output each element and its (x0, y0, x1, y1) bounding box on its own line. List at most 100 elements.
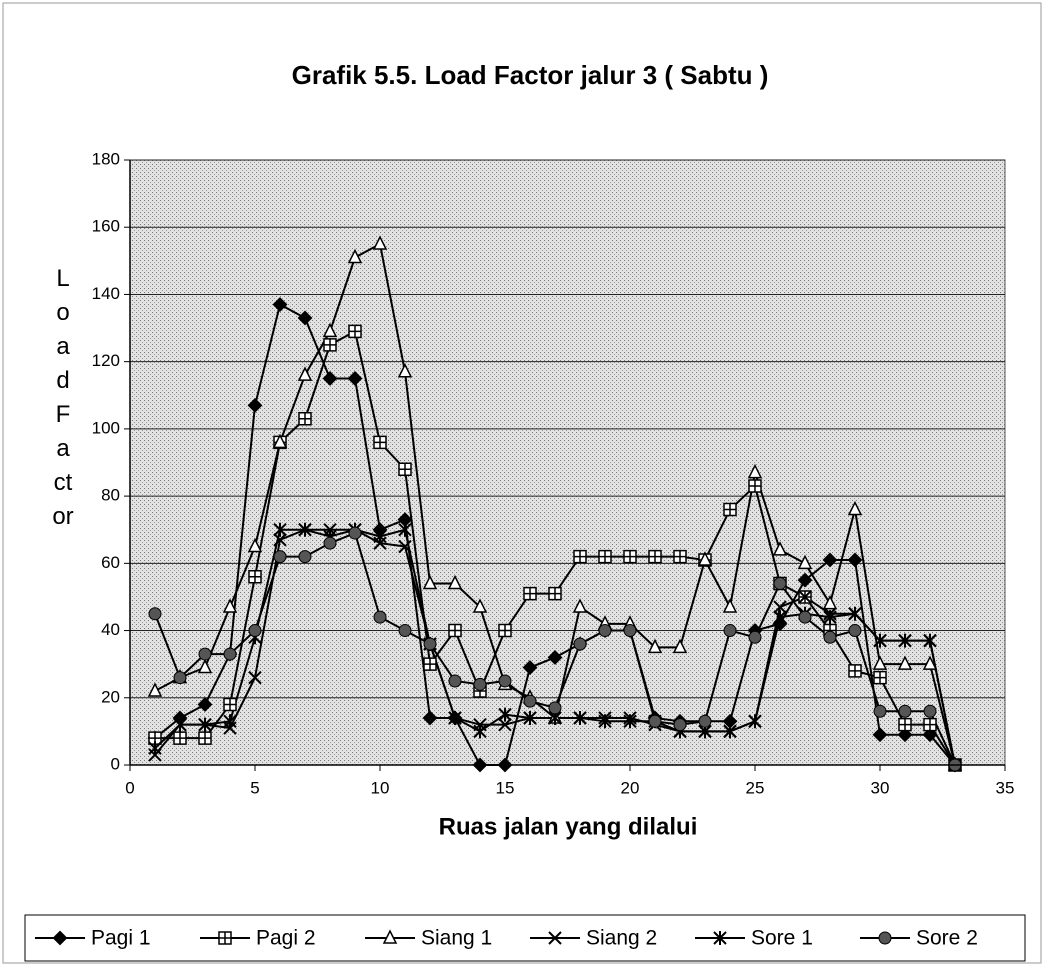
marker (922, 727, 938, 743)
marker (772, 541, 788, 556)
marker (448, 674, 462, 688)
marker (697, 551, 713, 566)
legend-marker (52, 930, 68, 946)
legend-marker (548, 931, 562, 945)
marker (798, 610, 812, 624)
chart-title: Grafik 5.5. Load Factor jalur 3 ( Sabtu … (292, 60, 769, 90)
marker (847, 500, 863, 516)
legend-label: Sore 1 (751, 927, 813, 950)
marker (522, 660, 538, 675)
marker (498, 623, 512, 638)
marker (898, 633, 912, 648)
marker (347, 248, 363, 264)
marker (197, 697, 213, 712)
marker (223, 647, 237, 661)
marker (448, 710, 462, 725)
x-tick-label: 15 (496, 778, 515, 797)
marker (173, 731, 187, 745)
x-tick-label: 5 (250, 778, 259, 797)
marker (897, 655, 913, 670)
y-tick-label: 100 (92, 418, 120, 437)
marker (173, 671, 187, 685)
marker (773, 600, 787, 614)
marker (498, 707, 512, 722)
legend-marker (713, 931, 727, 945)
x-tick-label: 30 (871, 778, 890, 797)
x-tick-label: 20 (621, 778, 640, 797)
marker (373, 529, 387, 544)
marker (848, 606, 862, 621)
marker (422, 574, 438, 590)
marker (873, 704, 887, 718)
marker (773, 577, 787, 590)
marker (197, 658, 213, 674)
marker (323, 536, 337, 550)
y-tick-label: 80 (101, 486, 120, 505)
marker (747, 463, 763, 479)
marker (322, 322, 338, 338)
marker (822, 594, 838, 610)
y-tick-label: 60 (101, 553, 120, 572)
marker (498, 717, 512, 732)
y-axis-label: Load Factor (52, 265, 74, 530)
marker (348, 526, 362, 540)
marker (422, 710, 438, 726)
marker (298, 412, 312, 426)
marker (623, 714, 637, 729)
marker (823, 610, 837, 625)
marker (273, 550, 287, 564)
marker (872, 727, 888, 743)
y-tick-label: 140 (92, 284, 120, 303)
marker (473, 724, 487, 739)
marker (147, 682, 163, 697)
marker (248, 570, 262, 584)
marker (523, 586, 537, 601)
y-tick-label: 0 (111, 754, 120, 773)
marker (572, 598, 588, 613)
legend-label: Sore 2 (916, 927, 978, 950)
legend-label: Pagi 2 (256, 927, 316, 950)
marker (723, 624, 737, 638)
marker (823, 630, 837, 644)
marker (648, 714, 662, 728)
marker (222, 598, 238, 613)
x-tick-label: 0 (125, 778, 134, 797)
marker (472, 598, 488, 613)
marker (848, 664, 862, 678)
marker (698, 714, 712, 728)
marker (723, 502, 737, 517)
marker (798, 590, 812, 604)
marker (523, 694, 537, 708)
marker (398, 522, 412, 537)
y-tick-label: 120 (92, 351, 120, 370)
marker (272, 433, 288, 449)
marker (873, 670, 887, 685)
marker (898, 717, 912, 732)
marker (348, 324, 362, 339)
marker (398, 539, 412, 554)
legend-label: Siang 2 (586, 927, 657, 950)
marker (923, 704, 937, 718)
marker (447, 574, 463, 590)
marker (448, 623, 462, 638)
marker (498, 674, 512, 688)
marker (748, 630, 762, 644)
legend-label: Siang 1 (421, 927, 492, 950)
marker (573, 710, 587, 725)
marker (872, 655, 888, 670)
marker (198, 717, 212, 732)
marker (273, 533, 287, 547)
marker (748, 714, 762, 729)
x-tick-label: 25 (746, 778, 765, 797)
marker (547, 650, 563, 665)
marker (648, 549, 662, 564)
marker (272, 297, 288, 312)
marker (347, 371, 363, 386)
y-tick-label: 160 (92, 217, 120, 236)
marker (598, 624, 612, 638)
x-tick-label: 35 (996, 778, 1015, 797)
marker (672, 638, 688, 654)
marker (797, 554, 813, 570)
